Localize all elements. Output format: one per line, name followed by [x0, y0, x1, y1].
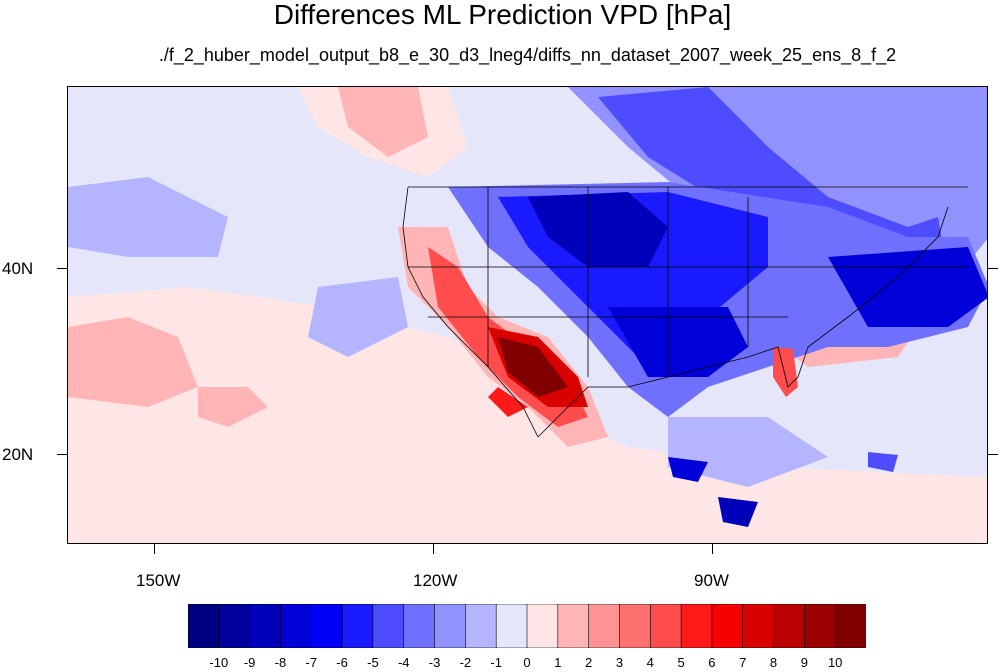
x-tick-90w — [712, 544, 713, 554]
colorbar-tick-label: 4 — [646, 655, 654, 670]
y-tick-20n — [57, 454, 67, 455]
colorbar-swatch — [403, 604, 436, 648]
colorbar-tick-label: -9 — [243, 655, 256, 670]
colorbar-tick-label: 8 — [769, 655, 778, 670]
colorbar-swatch — [249, 604, 282, 648]
x-tick-120w — [433, 544, 434, 554]
colorbar-swatch — [649, 604, 682, 648]
y-tick-20n-right — [988, 454, 998, 455]
colorbar-tick-label: -4 — [397, 655, 410, 670]
colorbar-tick-label: -2 — [459, 655, 472, 670]
colorbar-swatch — [711, 604, 744, 648]
y-axis-label-40n: 40N — [2, 259, 34, 278]
colorbar-tick-label: -5 — [367, 655, 379, 670]
colorbar-tick-label: 3 — [615, 655, 624, 670]
colorbar-swatch — [188, 604, 220, 648]
colorbar-swatch — [619, 604, 652, 648]
colorbar-swatch — [434, 604, 467, 648]
y-axis-label-20n: 20N — [2, 445, 34, 464]
y-tick-40n-right — [988, 268, 998, 269]
colorbar-tick-label: -7 — [305, 655, 318, 670]
colorbar-tick-label: 7 — [739, 655, 747, 670]
x-tick-150w — [154, 544, 155, 554]
colorbar-swatch — [588, 604, 621, 648]
colorbar-swatch — [680, 604, 713, 648]
x-axis-label-90w: 90W — [694, 571, 729, 590]
colorbar-tick-label: -10 — [209, 655, 229, 670]
colorbar-swatch — [372, 604, 405, 648]
y-tick-40n — [57, 268, 67, 269]
colorbar-swatch — [834, 604, 866, 648]
map-panel — [67, 86, 988, 544]
colorbar-tick-label: 5 — [677, 655, 685, 670]
colorbar-tick-label: -3 — [428, 655, 441, 670]
colorbar-tick-label: 0 — [523, 655, 531, 670]
colorbar-swatch — [742, 604, 775, 648]
colorbar-tick-label: -8 — [274, 655, 287, 670]
vpd-difference-field — [68, 87, 987, 543]
colorbar-swatch — [465, 604, 497, 648]
x-axis-label-150w: 150W — [136, 571, 181, 590]
colorbar-tick-label: -6 — [336, 655, 348, 670]
colorbar-swatch — [280, 604, 313, 648]
plot-title: Differences ML Prediction VPD [hPa] — [273, 0, 732, 30]
x-axis-label-120w: 120W — [413, 571, 458, 590]
colorbar-tick-label: -1 — [490, 655, 502, 670]
colorbar-swatch — [526, 604, 559, 648]
plot-subtitle: ./f_2_huber_model_output_b8_e_30_d3_lneg… — [158, 45, 897, 65]
colorbar-tick-label: 10 — [827, 655, 843, 670]
colorbar-swatch — [310, 604, 343, 648]
colorbar-swatch — [218, 604, 251, 648]
colorbar-tick-label: 9 — [800, 655, 808, 670]
colorbar-swatch — [495, 604, 528, 648]
colorbar-swatch — [341, 604, 374, 648]
colorbar-tick-label: 2 — [585, 655, 593, 670]
colorbar-tick-label: 1 — [554, 655, 562, 670]
colorbar-swatch — [773, 604, 806, 648]
colorbar-swatch — [557, 604, 590, 648]
colorbar — [188, 604, 866, 648]
colorbar-tick-label: 6 — [708, 655, 716, 670]
colorbar-swatch — [804, 604, 836, 648]
